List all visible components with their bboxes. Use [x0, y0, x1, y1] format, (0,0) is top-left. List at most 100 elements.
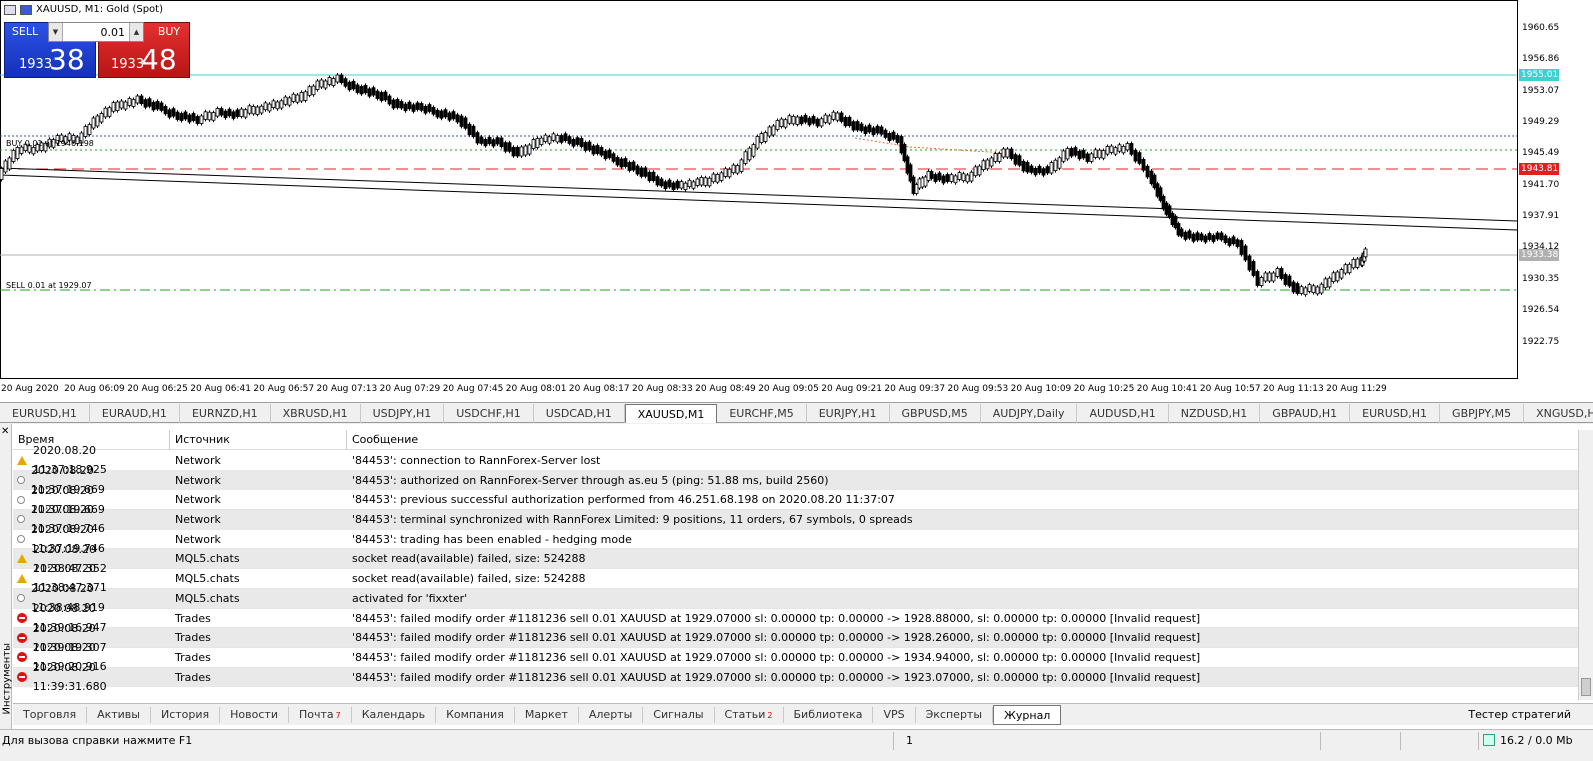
- toolbox-tab-label: Торговля: [23, 707, 77, 721]
- candle-body: [663, 181, 668, 190]
- candle-body: [1207, 233, 1212, 240]
- time-scale-label: 20 Aug 06:41: [190, 384, 251, 394]
- chart-window-icon[interactable]: [20, 4, 32, 15]
- toolbox-tab[interactable]: Компания: [436, 706, 515, 723]
- connection-icon[interactable]: [1483, 734, 1495, 746]
- toolbox-tab[interactable]: История: [151, 706, 221, 723]
- toolbox-tab[interactable]: Эксперты: [916, 706, 994, 723]
- volume-down-icon[interactable]: ▼: [49, 23, 63, 41]
- price-scale-label: 1930.35: [1522, 273, 1560, 284]
- symbol-tab[interactable]: EURUSD,H1: [1350, 404, 1441, 423]
- close-icon[interactable]: ✕: [1, 426, 10, 437]
- volume-up-icon[interactable]: ▲: [129, 23, 143, 41]
- symbol-tab[interactable]: GBPJPY,M5: [1440, 404, 1525, 423]
- toolbox-tab[interactable]: Алерты: [579, 706, 644, 723]
- toolbox-tab[interactable]: Журнал: [993, 704, 1062, 725]
- journal-row[interactable]: 2020.08.20 11:37:19.746 Network '84453': t…: [13, 503, 1578, 535]
- candle-body: [743, 151, 748, 164]
- candle-body: [1355, 258, 1360, 268]
- candle-body: [791, 116, 796, 125]
- candle-body: [139, 95, 144, 104]
- toolbox-tab[interactable]: VPS: [873, 706, 916, 723]
- symbol-tab[interactable]: USDJPY,H1: [361, 404, 445, 423]
- journal-row[interactable]: 2020.08.20 11:38:47.371 MQL5.chats socket …: [13, 562, 1578, 594]
- candle-body: [415, 102, 420, 110]
- volume-stepper: ▼ ▲: [48, 22, 144, 42]
- candle-body: [335, 74, 340, 83]
- candle-body: [671, 182, 676, 191]
- toolbox-tab[interactable]: Библиотека: [784, 706, 874, 723]
- journal-row[interactable]: 2020.08.20 11:39:16.947 Trades '84453': fa…: [13, 602, 1578, 634]
- journal-row[interactable]: 2020.08.20 11:39:31.680 Trades '84453': fa…: [13, 661, 1578, 693]
- journal-scrollbar[interactable]: [1578, 430, 1593, 700]
- column-source[interactable]: Источник: [170, 430, 347, 450]
- symbol-tab[interactable]: XBRUSD,H1: [271, 404, 361, 423]
- candle-body: [1247, 255, 1252, 271]
- symbol-tab[interactable]: XNGUSD,H1: [1524, 404, 1593, 423]
- toolbox-tab[interactable]: Календарь: [352, 706, 437, 723]
- candle-body: [1295, 283, 1300, 294]
- symbol-tab[interactable]: USDCHF,H1: [444, 404, 534, 423]
- candle-body: [1287, 275, 1292, 287]
- toolbox-tab[interactable]: Новости: [220, 706, 289, 723]
- one-click-trading-panel: SELL 1933 38 BUY 1933 48 ▼ ▲: [4, 22, 190, 78]
- journal-row[interactable]: 2020.08.20 11:38:48.919 MQL5.chats activat…: [13, 582, 1578, 614]
- journal-row[interactable]: 2020.08.20 11:37:19.746 Network '84453': t…: [13, 523, 1578, 555]
- symbol-tab[interactable]: EURAUD,H1: [90, 404, 180, 423]
- symbol-tab[interactable]: GBPAUD,H1: [1260, 404, 1351, 423]
- price-chart[interactable]: XAUUSD, M1: Gold (Spot) SELL 1933 38 BUY…: [0, 0, 1593, 403]
- candle-body: [235, 109, 240, 117]
- toolbox-tab[interactable]: Торговля: [13, 706, 88, 723]
- journal-row[interactable]: 2020.08.20 11:37:18.925 Network '84453': c…: [13, 444, 1578, 476]
- time-scale-label: 20 Aug 08:17: [568, 384, 630, 394]
- candle-body: [507, 142, 512, 152]
- symbol-tab[interactable]: EURCHF,M5: [717, 404, 807, 423]
- candle-body: [455, 114, 460, 123]
- candle-body: [711, 173, 716, 183]
- candle-body: [691, 181, 696, 189]
- candle-body: [19, 146, 24, 154]
- column-message[interactable]: Сообщение: [352, 433, 419, 446]
- journal-row[interactable]: 2020.08.20 11:38:47.352 MQL5.chats socket …: [13, 543, 1578, 575]
- toolbox-tab[interactable]: Сигналы: [643, 706, 715, 723]
- candle-body: [555, 135, 560, 143]
- candle-body: [807, 117, 812, 126]
- toolbox-tab[interactable]: Почта 7: [289, 706, 352, 723]
- journal-row[interactable]: 2020.08.20 11:39:20.916 Trades '84453': fa…: [13, 641, 1578, 673]
- candle-body: [383, 91, 388, 101]
- column-time[interactable]: Время: [13, 430, 170, 450]
- candle-body: [187, 114, 192, 123]
- journal-row[interactable]: 2020.08.20 11:39:19.307 Trades '84453': fa…: [13, 622, 1578, 654]
- journal-row[interactable]: 2020.08.20 11:37:19.669 Network '84453': a…: [13, 464, 1578, 496]
- candle-body: [767, 126, 772, 137]
- toolbox-tab-label: Почта: [298, 707, 334, 721]
- toolbox-tab[interactable]: Активы: [87, 706, 151, 723]
- toolbox-tab[interactable]: Статьи 2: [715, 706, 784, 723]
- symbol-tab[interactable]: USDCAD,H1: [534, 404, 625, 423]
- symbol-tab[interactable]: AUDUSD,H1: [1077, 404, 1169, 423]
- symbol-tab[interactable]: EURUSD,H1: [0, 404, 90, 423]
- symbol-tab[interactable]: EURJPY,H1: [807, 404, 890, 423]
- chart-menu-icon[interactable]: [4, 4, 16, 15]
- candle-body: [1275, 268, 1280, 277]
- symbol-tab[interactable]: XAUUSD,M1: [624, 404, 718, 423]
- candle-body: [0, 168, 4, 180]
- volume-input[interactable]: [63, 25, 129, 39]
- candle-body: [315, 80, 320, 90]
- candle-body: [183, 111, 188, 120]
- candle-body: [599, 147, 604, 156]
- candle-body: [993, 153, 998, 162]
- scrollbar-thumb[interactable]: [1581, 678, 1591, 696]
- candle-body: [811, 116, 816, 124]
- symbol-tab[interactable]: GBPUSD,M5: [890, 404, 981, 423]
- journal-row[interactable]: 2020.08.20 11:37:19.669 Network '84453': p…: [13, 484, 1578, 516]
- chart-canvas[interactable]: [0, 0, 1593, 403]
- symbol-tab[interactable]: EURNZD,H1: [180, 404, 271, 423]
- candle-body: [937, 172, 942, 181]
- symbol-tab[interactable]: NZDUSD,H1: [1169, 404, 1261, 423]
- toolbox-tab[interactable]: Маркет: [515, 706, 579, 723]
- strategy-tester-button[interactable]: Тестер стратегий: [1468, 708, 1571, 721]
- journal-header: Время Источник Сообщение: [13, 430, 1578, 450]
- symbol-tab[interactable]: AUDJPY,Daily: [981, 404, 1078, 423]
- candle-body: [23, 143, 28, 151]
